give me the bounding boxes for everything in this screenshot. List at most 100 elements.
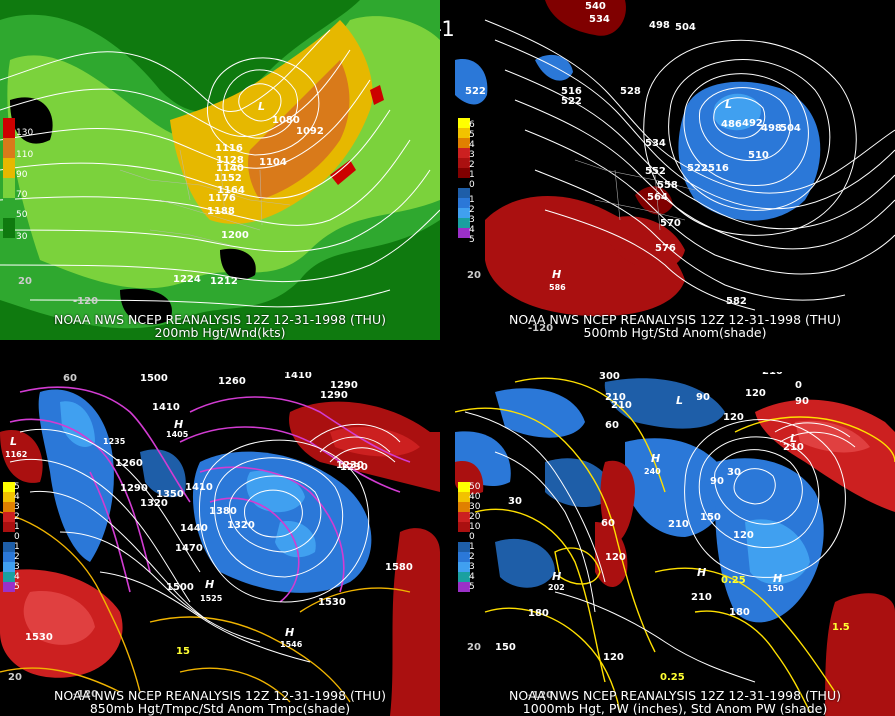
longitude-label: -120 — [528, 690, 554, 701]
contour-label: 540 — [585, 1, 606, 12]
contour-label: 1212 — [210, 276, 238, 287]
contour-label: 1176 — [208, 193, 236, 204]
colorbar-label: 1 — [469, 170, 475, 180]
colorbar-label: 3 — [469, 150, 475, 160]
high-marker: H — [697, 566, 707, 579]
contour-label: 1164 — [217, 185, 245, 196]
contour-label: 210 — [605, 392, 626, 403]
panel-1000mb: 50 40 30 20 10 0 1 2 3 4 5 300 210 210 1… — [455, 372, 895, 716]
colorbar-850mb — [3, 482, 15, 592]
high-marker: H — [552, 570, 562, 583]
contour-label: 534 — [589, 14, 610, 25]
caption-source: NOAA NWS NCEP REANALYSIS 12Z 12-31-1998 … — [53, 688, 386, 703]
contour-label: 1410 — [152, 402, 180, 413]
colorbar-label: 130 — [16, 128, 34, 138]
contour-label: 586 — [549, 283, 566, 292]
colorbar-label: 2 — [14, 512, 20, 522]
contour-label: 564 — [647, 192, 668, 203]
contour-label: 60 — [601, 518, 615, 529]
contour-label: 1350 — [156, 489, 184, 500]
colorbar-label: 30 — [16, 232, 28, 242]
map-500mb — [455, 0, 895, 340]
contour-label: 30 — [727, 467, 741, 478]
colorbar-label: 5 — [469, 235, 475, 245]
caption-variable: 200mb Hgt/Wnd(kts) — [154, 325, 286, 340]
contour-label: 180 — [528, 608, 549, 619]
contour-label: 582 — [726, 296, 747, 307]
colorbar-label: 110 — [16, 150, 34, 160]
high-marker: H — [651, 452, 661, 465]
contour-label: 510 — [748, 150, 769, 161]
longitude-label: -120 — [73, 689, 99, 700]
contour-label: 1546 — [280, 640, 303, 649]
colorbar-label: 1 — [469, 195, 475, 205]
contour-label: 150 — [495, 642, 516, 653]
contour-label: 1235 — [103, 437, 126, 446]
contour-label: 1230 — [336, 460, 364, 471]
contour-label: 528 — [620, 86, 641, 97]
contour-label: 60 — [605, 420, 619, 431]
contour-label: 210 — [668, 519, 689, 530]
contour-label: 534 — [645, 138, 666, 149]
colorbar-label: 1 — [14, 522, 20, 532]
map-1000mb — [455, 372, 895, 716]
contour-label: 498 — [649, 20, 670, 31]
contour-label: 498 — [761, 123, 782, 134]
contour-label: 202 — [548, 583, 565, 592]
contour-label: 516 — [561, 86, 582, 97]
contour-label: 516 — [708, 163, 729, 174]
longitude-label: -120 — [73, 296, 99, 307]
caption-variable: 500mb Hgt/Std Anom(shade) — [583, 325, 767, 340]
longitude-label: -120 — [528, 323, 554, 334]
latitude-label: 20 — [8, 672, 22, 683]
contour-label: 1500 — [140, 373, 168, 384]
contour-label: 1405 — [166, 430, 189, 439]
colorbar-label: 50 — [16, 210, 28, 220]
contour-label: 1188 — [207, 206, 235, 217]
colorbar-label: 3 — [469, 562, 475, 572]
colorbar-label: 20 — [469, 512, 481, 522]
contour-label: 558 — [657, 180, 678, 191]
low-marker: L — [725, 98, 733, 111]
contour-label: 120 — [603, 652, 624, 663]
colorbar-label: 3 — [14, 502, 20, 512]
colorbar-label: 4 — [469, 225, 475, 235]
temperature-label: 15 — [176, 646, 190, 657]
caption-source: NOAA NWS NCEP REANALYSIS 12Z 12-31-1998 … — [53, 312, 386, 327]
contour-label: 1320 — [227, 520, 255, 531]
contour-label: 1530 — [25, 632, 53, 643]
colorbar-label: 3 — [469, 215, 475, 225]
latitude-label: 20 — [18, 276, 32, 287]
contour-label: 90 — [795, 396, 809, 407]
contour-label: 150 — [700, 512, 721, 523]
low-marker: L — [790, 432, 798, 445]
contour-label: 1500 — [166, 582, 194, 593]
colorbar-label: 1 — [469, 542, 475, 552]
colorbar-200mb — [3, 118, 15, 238]
contour-label: 522 — [687, 163, 708, 174]
contour-label: 1224 — [173, 274, 201, 285]
pw-label: 1.5 — [832, 622, 850, 633]
contour-label: 1410 — [284, 372, 312, 381]
colorbar-label: 5 — [14, 482, 20, 492]
contour-label: 522 — [465, 86, 486, 97]
colorbar-label: 3 — [14, 562, 20, 572]
contour-label: 522 — [561, 96, 582, 107]
contour-label: 1260 — [218, 376, 246, 387]
colorbar-label: 90 — [16, 170, 28, 180]
high-marker: H — [174, 418, 184, 431]
colorbar-label: 6 — [469, 120, 475, 130]
contour-label: 576 — [655, 243, 676, 254]
colorbar-label: 5 — [469, 582, 475, 592]
colorbar-label: 4 — [14, 572, 20, 582]
colorbar-label: 4 — [14, 492, 20, 502]
contour-label: 570 — [660, 218, 681, 229]
contour-label: 210 — [762, 372, 783, 377]
colorbar-label: 0 — [469, 180, 475, 190]
contour-label: 1290 — [320, 390, 348, 401]
contour-label: 1320 — [140, 498, 168, 509]
colorbar-label: 30 — [469, 502, 481, 512]
contour-label: 1230 — [340, 462, 368, 473]
contour-label: 1260 — [115, 458, 143, 469]
latitude-label: 20 — [467, 642, 481, 653]
